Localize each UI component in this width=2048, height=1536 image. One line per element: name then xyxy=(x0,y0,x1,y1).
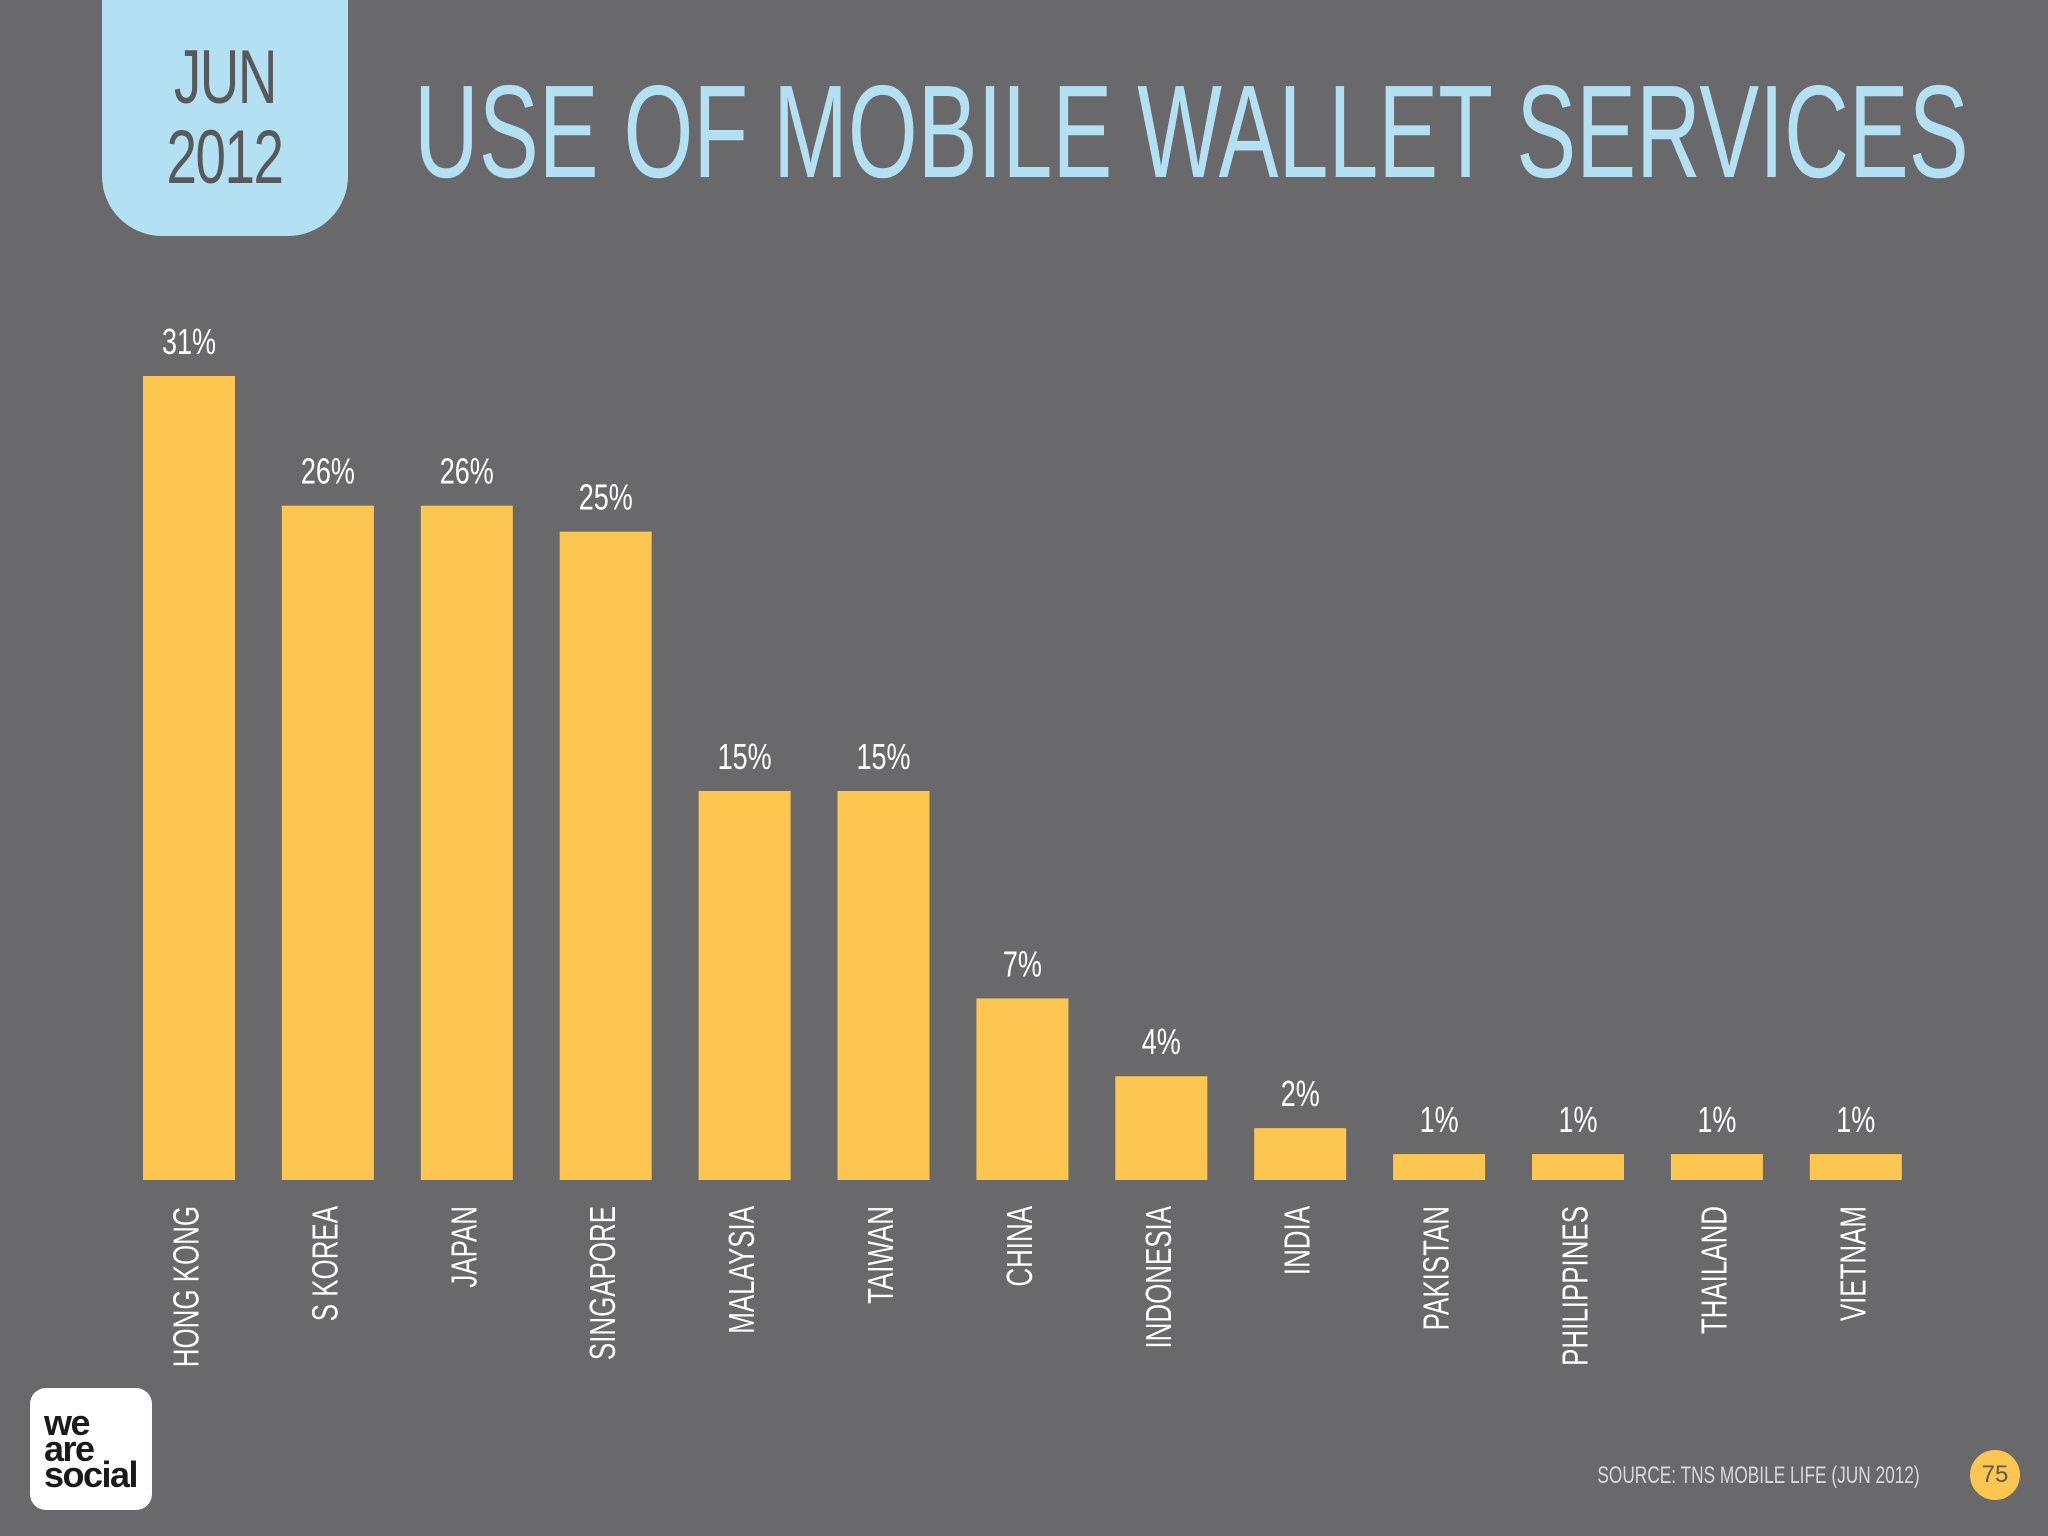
bar-indonesia xyxy=(1115,1076,1208,1180)
bar-chart: 31% HONG KONG 26% S KOREA 26% JAPAN 25% SINGAPO… xyxy=(143,321,1902,1367)
page-number-badge: 75 xyxy=(1970,1450,2020,1500)
value-label: 1% xyxy=(1697,1099,1736,1140)
date-year: 2012 xyxy=(167,115,284,200)
category-label: PAKISTAN xyxy=(1416,1206,1456,1330)
date-month: JUN xyxy=(173,35,278,120)
logo-line-we: we xyxy=(44,1402,91,1443)
category-label: S KOREA xyxy=(305,1206,345,1321)
bar-s-korea xyxy=(281,505,374,1180)
value-label: 1% xyxy=(1420,1099,1459,1140)
bar-thailand xyxy=(1670,1154,1763,1180)
value-label: 15% xyxy=(856,736,910,777)
logo-line-are: are xyxy=(44,1428,95,1469)
bar-hong-kong xyxy=(143,376,235,1180)
date-badge: JUN 2012 xyxy=(102,0,348,236)
category-label: MALAYSIA xyxy=(722,1206,762,1334)
category-label: HONG KONG xyxy=(166,1206,206,1367)
bar-india xyxy=(1254,1128,1347,1180)
page-title: USE OF MOBILE WALLET SERVICES xyxy=(414,58,1969,205)
value-label: 31% xyxy=(162,321,216,362)
value-label: 1% xyxy=(1836,1099,1875,1140)
category-label: JAPAN xyxy=(444,1206,484,1288)
category-label: PHILIPPINES xyxy=(1555,1206,1595,1366)
bar-taiwan xyxy=(837,790,930,1180)
bar-china xyxy=(976,998,1069,1180)
source-note: SOURCE: TNS MOBILE LIFE (JUN 2012) xyxy=(1597,1462,1920,1489)
value-label: 26% xyxy=(301,451,355,492)
value-label: 1% xyxy=(1558,1099,1597,1140)
category-label: THAILAND xyxy=(1694,1206,1734,1334)
category-label: VIETNAM xyxy=(1833,1206,1873,1321)
bar-malaysia xyxy=(698,790,791,1180)
bar-japan xyxy=(420,505,513,1180)
value-label: 25% xyxy=(579,477,633,518)
value-label: 26% xyxy=(440,451,494,492)
value-label: 4% xyxy=(1142,1021,1181,1062)
bar-vietnam xyxy=(1809,1154,1902,1180)
logo-line-social: social xyxy=(44,1454,139,1495)
value-label: 7% xyxy=(1003,944,1042,985)
category-label: INDONESIA xyxy=(1139,1206,1179,1349)
category-label: INDIA xyxy=(1278,1206,1318,1275)
value-label: 2% xyxy=(1281,1073,1320,1114)
value-label: 15% xyxy=(718,736,772,777)
category-label: TAIWAN xyxy=(861,1206,901,1304)
we-are-social-logo: we are social xyxy=(30,1388,152,1510)
category-label: SINGAPORE xyxy=(583,1206,623,1360)
bar-singapore xyxy=(559,531,652,1180)
bar-philippines xyxy=(1532,1154,1624,1180)
category-label: CHINA xyxy=(1000,1206,1040,1287)
bar-pakistan xyxy=(1393,1154,1486,1180)
